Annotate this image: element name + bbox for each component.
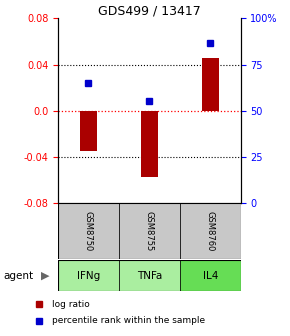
Text: GSM8750: GSM8750 xyxy=(84,211,93,251)
Bar xyxy=(119,260,180,291)
Text: ▶: ▶ xyxy=(41,270,49,281)
Bar xyxy=(180,203,241,259)
Title: GDS499 / 13417: GDS499 / 13417 xyxy=(98,4,201,17)
Text: agent: agent xyxy=(3,270,33,281)
Bar xyxy=(202,58,219,111)
Bar xyxy=(141,111,158,177)
Text: IL4: IL4 xyxy=(202,270,218,281)
Text: log ratio: log ratio xyxy=(52,300,90,308)
Text: IFNg: IFNg xyxy=(77,270,100,281)
Bar xyxy=(119,203,180,259)
Text: TNFa: TNFa xyxy=(137,270,162,281)
Bar xyxy=(80,111,97,151)
Bar xyxy=(58,260,119,291)
Bar xyxy=(58,203,119,259)
Text: GSM8755: GSM8755 xyxy=(145,211,154,251)
Text: percentile rank within the sample: percentile rank within the sample xyxy=(52,317,205,325)
Text: GSM8760: GSM8760 xyxy=(206,211,215,251)
Bar xyxy=(180,260,241,291)
